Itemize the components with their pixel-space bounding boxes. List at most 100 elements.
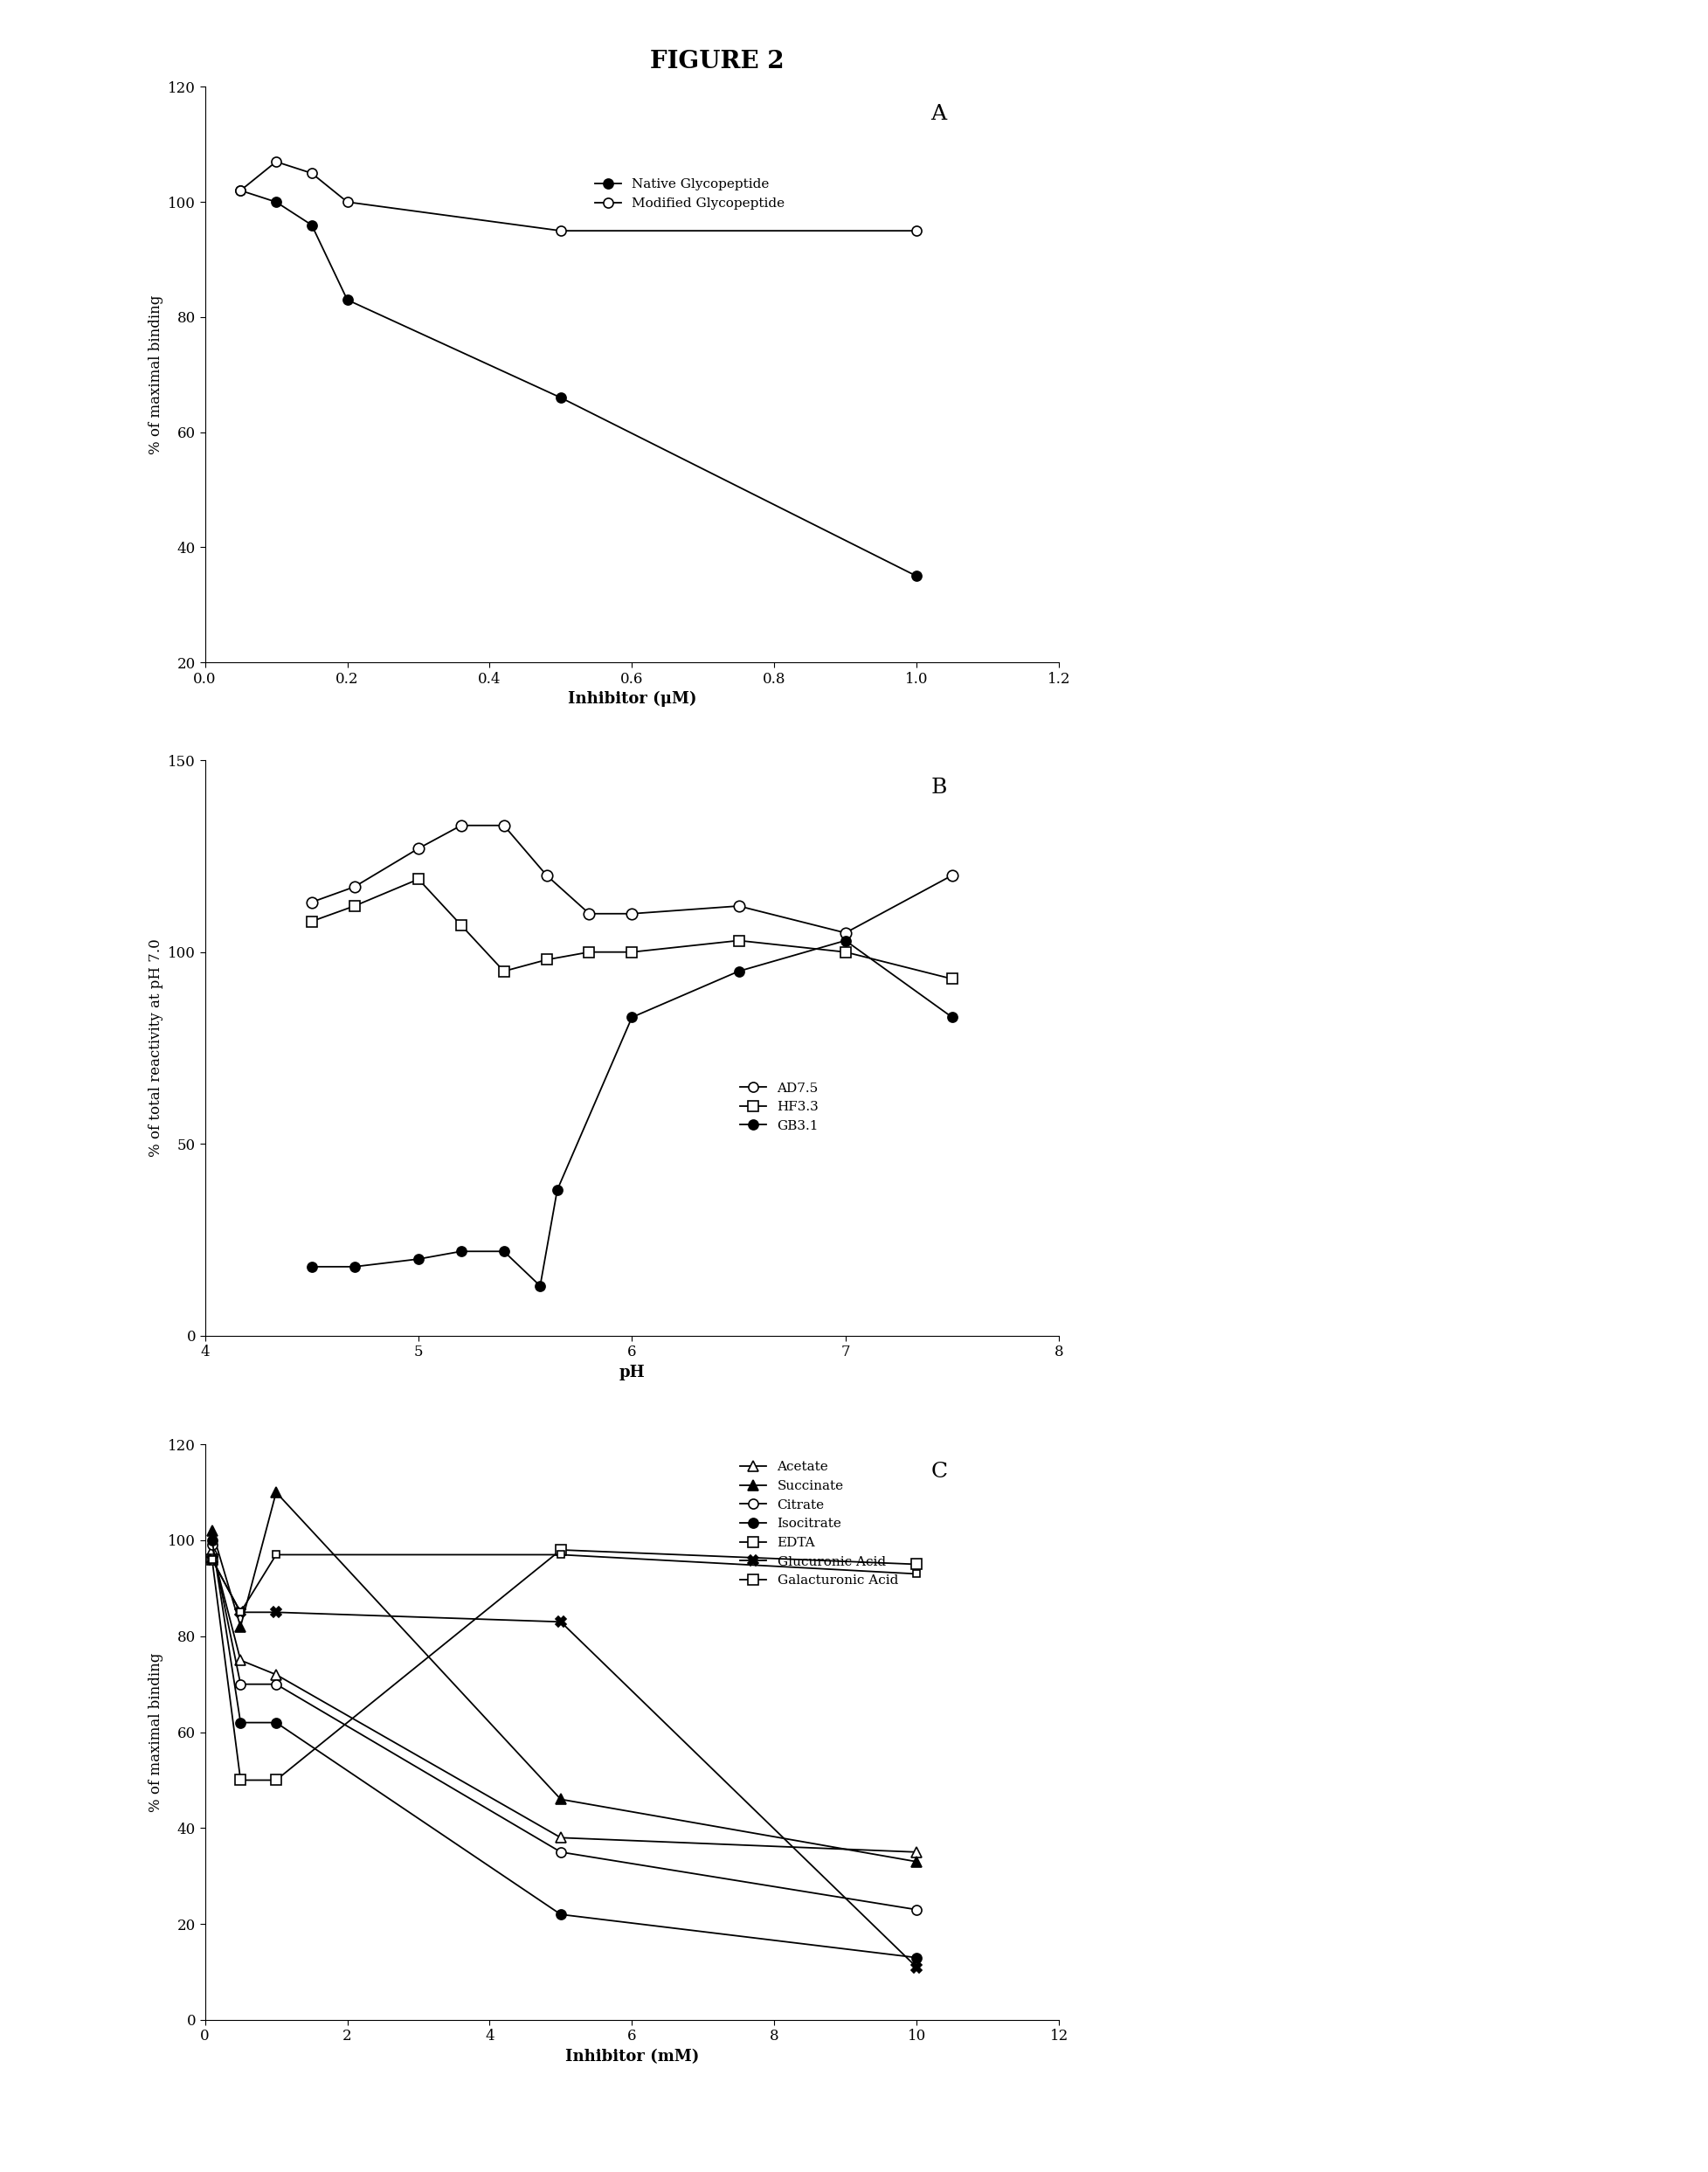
GB3.1	[547, 1177, 567, 1203]
Y-axis label: % of total reactivity at pH 7.0: % of total reactivity at pH 7.0	[149, 938, 164, 1158]
Succinate	[202, 1518, 222, 1544]
HF3.3	[579, 938, 600, 964]
Text: B: B	[931, 778, 946, 797]
Galacturonic Acid	[231, 1599, 251, 1625]
HF3.3	[941, 967, 962, 993]
Succinate	[907, 1848, 927, 1874]
EDTA	[202, 1546, 222, 1573]
GB3.1	[408, 1247, 429, 1273]
HF3.3	[622, 938, 642, 964]
AD7.5	[728, 893, 748, 919]
AD7.5	[941, 862, 962, 888]
Legend: Native Glycopeptide, Modified Glycopeptide: Native Glycopeptide, Modified Glycopepti…	[589, 174, 791, 215]
Native Glycopeptide	[266, 189, 287, 215]
Modified Glycopeptide	[266, 148, 287, 174]
Glucuronic Acid	[231, 1599, 251, 1625]
GB3.1	[529, 1273, 550, 1299]
Line: Isocitrate: Isocitrate	[207, 1536, 922, 1963]
Line: Modified Glycopeptide: Modified Glycopeptide	[236, 156, 922, 235]
Citrate	[231, 1670, 251, 1696]
Galacturonic Acid	[266, 1542, 287, 1568]
GB3.1	[941, 1003, 962, 1030]
Acetate	[907, 1840, 927, 1866]
Line: Succinate: Succinate	[207, 1488, 922, 1866]
HF3.3	[345, 893, 366, 919]
Native Glycopeptide	[907, 563, 927, 589]
Modified Glycopeptide	[907, 217, 927, 243]
HF3.3	[451, 912, 471, 938]
AD7.5	[408, 836, 429, 862]
GB3.1	[494, 1238, 514, 1264]
Succinate	[550, 1785, 570, 1811]
Modified Glycopeptide	[550, 217, 570, 243]
Legend: AD7.5, HF3.3, GB3.1: AD7.5, HF3.3, GB3.1	[734, 1077, 825, 1138]
AD7.5	[835, 921, 856, 947]
Modified Glycopeptide	[231, 178, 251, 204]
X-axis label: Inhibitor (mM): Inhibitor (mM)	[565, 2048, 699, 2066]
AD7.5	[345, 873, 366, 899]
EDTA	[266, 1768, 287, 1794]
Citrate	[202, 1531, 222, 1557]
HF3.3	[536, 947, 557, 973]
Native Glycopeptide	[301, 213, 321, 239]
Line: Native Glycopeptide: Native Glycopeptide	[236, 185, 922, 580]
Isocitrate	[550, 1900, 570, 1927]
Native Glycopeptide	[550, 384, 570, 411]
Isocitrate	[266, 1709, 287, 1735]
Succinate	[231, 1614, 251, 1640]
Isocitrate	[202, 1527, 222, 1553]
Citrate	[550, 1840, 570, 1866]
Acetate	[550, 1824, 570, 1851]
HF3.3	[494, 958, 514, 984]
Modified Glycopeptide	[301, 161, 321, 187]
Succinate	[266, 1479, 287, 1505]
Glucuronic Acid	[907, 1955, 927, 1981]
EDTA	[550, 1538, 570, 1564]
Isocitrate	[907, 1944, 927, 1970]
GB3.1	[835, 927, 856, 954]
AD7.5	[579, 901, 600, 927]
AD7.5	[622, 901, 642, 927]
Text: C: C	[931, 1462, 948, 1481]
Galacturonic Acid	[907, 1562, 927, 1588]
Glucuronic Acid	[202, 1546, 222, 1573]
Line: HF3.3: HF3.3	[307, 875, 956, 984]
Line: Glucuronic Acid: Glucuronic Acid	[207, 1555, 922, 1972]
AD7.5	[451, 812, 471, 838]
Line: Citrate: Citrate	[207, 1540, 922, 1914]
Line: EDTA: EDTA	[207, 1544, 922, 1785]
Acetate	[202, 1538, 222, 1564]
Text: FIGURE 2: FIGURE 2	[651, 50, 784, 74]
Galacturonic Acid	[202, 1546, 222, 1573]
Line: AD7.5: AD7.5	[306, 821, 958, 938]
Text: A: A	[931, 104, 946, 124]
GB3.1	[301, 1253, 321, 1279]
EDTA	[231, 1768, 251, 1794]
Citrate	[907, 1896, 927, 1922]
Legend: Acetate, Succinate, Citrate, Isocitrate, EDTA, Glucuronic Acid, Galacturonic Aci: Acetate, Succinate, Citrate, Isocitrate,…	[734, 1455, 904, 1592]
Native Glycopeptide	[231, 178, 251, 204]
EDTA	[907, 1551, 927, 1577]
Line: Acetate: Acetate	[207, 1544, 922, 1857]
Acetate	[266, 1662, 287, 1688]
AD7.5	[494, 812, 514, 838]
Native Glycopeptide	[336, 287, 357, 313]
HF3.3	[728, 927, 748, 954]
GB3.1	[728, 958, 748, 984]
X-axis label: Inhibitor (μM): Inhibitor (μM)	[567, 691, 697, 708]
Citrate	[266, 1670, 287, 1696]
Modified Glycopeptide	[336, 189, 357, 215]
HF3.3	[835, 938, 856, 964]
Isocitrate	[231, 1709, 251, 1735]
Acetate	[231, 1646, 251, 1672]
GB3.1	[622, 1003, 642, 1030]
Line: Galacturonic Acid: Galacturonic Acid	[208, 1551, 921, 1616]
AD7.5	[536, 862, 557, 888]
HF3.3	[408, 867, 429, 893]
Glucuronic Acid	[550, 1609, 570, 1636]
Galacturonic Acid	[550, 1542, 570, 1568]
HF3.3	[301, 908, 321, 934]
Y-axis label: % of maximal binding: % of maximal binding	[149, 295, 164, 454]
X-axis label: pH: pH	[618, 1364, 646, 1381]
GB3.1	[345, 1253, 366, 1279]
